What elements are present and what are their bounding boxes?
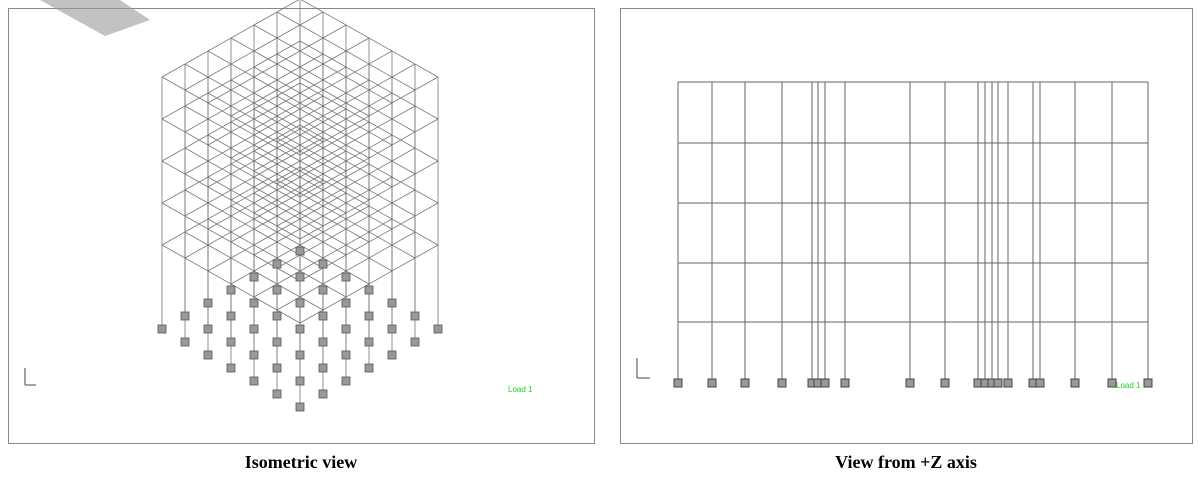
support — [181, 312, 189, 320]
support — [365, 338, 373, 346]
support — [296, 403, 304, 411]
support — [319, 260, 327, 268]
support — [273, 286, 281, 294]
support — [434, 325, 442, 333]
support — [204, 299, 212, 307]
support — [342, 377, 350, 385]
support — [674, 379, 682, 387]
support — [1144, 379, 1152, 387]
support — [1071, 379, 1079, 387]
support — [273, 260, 281, 268]
support — [1004, 379, 1012, 387]
support — [365, 312, 373, 320]
panel-frame — [621, 9, 1193, 444]
caption: View from +Z axis — [835, 452, 977, 472]
support — [319, 364, 327, 372]
support — [227, 286, 235, 294]
support — [296, 273, 304, 281]
support — [181, 338, 189, 346]
support — [342, 351, 350, 359]
support — [296, 351, 304, 359]
support — [388, 325, 396, 333]
support — [365, 286, 373, 294]
support — [273, 338, 281, 346]
support — [821, 379, 829, 387]
support — [250, 351, 258, 359]
support — [708, 379, 716, 387]
support — [994, 379, 1002, 387]
figure: Load 1 Load 1 Isometric view View from +… — [0, 0, 1199, 475]
support — [342, 273, 350, 281]
support — [250, 299, 258, 307]
support — [778, 379, 786, 387]
support — [273, 312, 281, 320]
support — [411, 312, 419, 320]
support — [365, 364, 373, 372]
support — [227, 338, 235, 346]
support — [227, 312, 235, 320]
support — [296, 325, 304, 333]
support — [250, 325, 258, 333]
support — [1108, 379, 1116, 387]
support — [273, 390, 281, 398]
support — [158, 325, 166, 333]
support — [342, 325, 350, 333]
support — [204, 325, 212, 333]
support — [296, 377, 304, 385]
support — [250, 377, 258, 385]
support — [227, 364, 235, 372]
support — [319, 390, 327, 398]
caption: Isometric view — [245, 452, 357, 472]
support — [296, 247, 304, 255]
support — [411, 338, 419, 346]
load-label: Load 1 — [508, 385, 533, 394]
support — [388, 299, 396, 307]
support — [1036, 379, 1044, 387]
support — [204, 351, 212, 359]
support — [906, 379, 914, 387]
support — [342, 299, 350, 307]
support — [319, 338, 327, 346]
support — [741, 379, 749, 387]
support — [841, 379, 849, 387]
support — [941, 379, 949, 387]
support — [388, 351, 396, 359]
support — [296, 299, 304, 307]
support — [273, 364, 281, 372]
support — [250, 273, 258, 281]
support — [319, 312, 327, 320]
support — [319, 286, 327, 294]
load-label: Load 1 — [1116, 381, 1141, 390]
